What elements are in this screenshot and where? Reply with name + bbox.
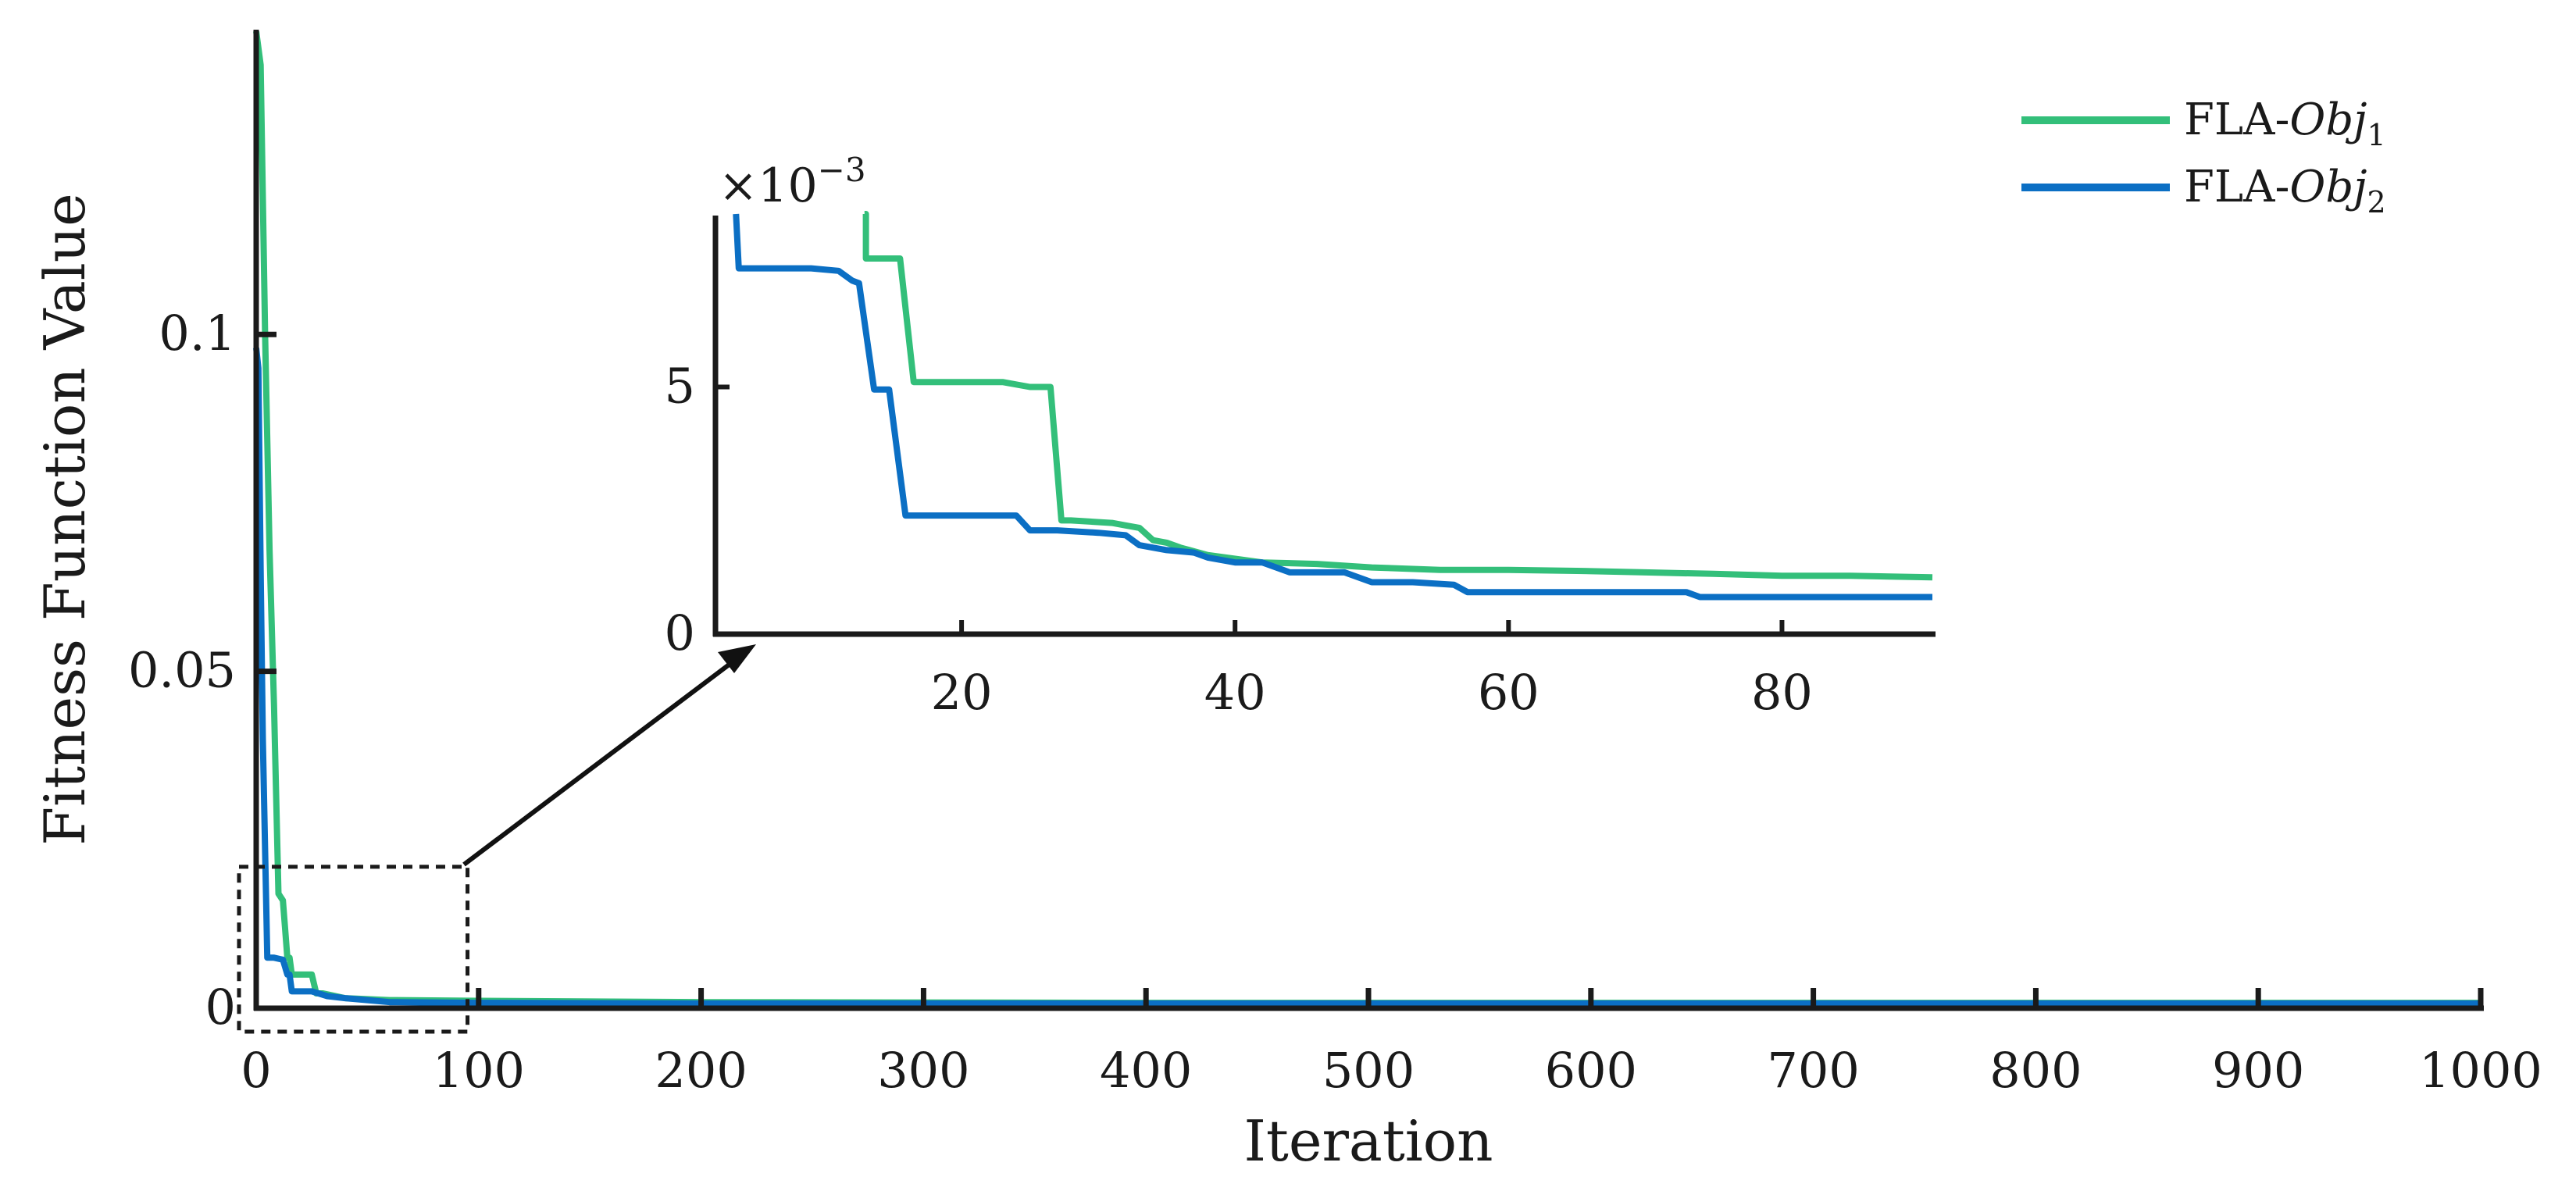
- main-series-line-2: [253, 348, 2481, 1007]
- main-x-tick-label: 100: [433, 1042, 525, 1099]
- legend-entry-obj2: FLA-Obj2: [2021, 162, 2386, 219]
- inset-y-tick-label: 0: [665, 604, 695, 661]
- inset-series-group: [733, 211, 1933, 601]
- legend: FLA-Obj1 FLA-Obj2: [2021, 94, 2386, 219]
- inset-x-tick-label: 40: [1204, 664, 1266, 721]
- main-x-tick-label: 800: [1989, 1042, 2082, 1099]
- inset-series-line-2: [733, 213, 1932, 601]
- main-y-tick-label: 0: [205, 979, 236, 1036]
- main-x-tick-label: 900: [2212, 1042, 2304, 1099]
- inset-y-tick-label: 5: [665, 358, 695, 415]
- inset-series-line-1: [862, 211, 1933, 581]
- inset-x-tick-label: 60: [1478, 664, 1540, 721]
- inset-y-ticks: 05: [665, 358, 730, 661]
- main-x-tick-label: 600: [1545, 1042, 1637, 1099]
- legend-label-obj1: FLA-Obj1: [2184, 94, 2386, 152]
- inset-x-tick-label: 20: [931, 664, 993, 721]
- main-x-tick-label: 200: [655, 1042, 747, 1099]
- main-x-ticks: 0 100 200 300 400 500 600 700 800 900 1000: [241, 988, 2542, 1099]
- main-series-group: [253, 31, 2481, 1007]
- inset-exponent-label: ×10−3: [719, 151, 866, 213]
- main-x-tick-label: 500: [1322, 1042, 1415, 1099]
- main-y-tick-label: 0.1: [159, 305, 236, 362]
- zoom-arrow: [462, 644, 756, 867]
- y-axis-label: Fitness Function Value: [32, 193, 98, 846]
- legend-entry-obj1: FLA-Obj1: [2021, 94, 2386, 152]
- inset-x-tick-label: 80: [1751, 664, 1813, 721]
- legend-label-obj2: FLA-Obj2: [2184, 162, 2386, 219]
- main-x-tick-label: 700: [1767, 1042, 1859, 1099]
- inset-x-ticks: 20 40 60 80: [931, 620, 1813, 721]
- x-axis-label: Iteration: [1243, 1108, 1493, 1174]
- main-x-tick-label: 1000: [2419, 1042, 2542, 1099]
- main-axes: 0 100 200 300 400 500 600 700 800 900 1000 00.050.…: [128, 30, 2542, 1099]
- main-y-tick-label: 0.05: [128, 642, 236, 699]
- inset-axes: 20 40 60 80 05 ×10−3: [665, 151, 1936, 721]
- main-x-tick-label: 300: [877, 1042, 969, 1099]
- main-x-tick-label: 0: [241, 1042, 271, 1099]
- main-y-ticks: 0 0.05 0.1: [128, 305, 277, 1036]
- main-x-tick-label: 400: [1100, 1042, 1192, 1099]
